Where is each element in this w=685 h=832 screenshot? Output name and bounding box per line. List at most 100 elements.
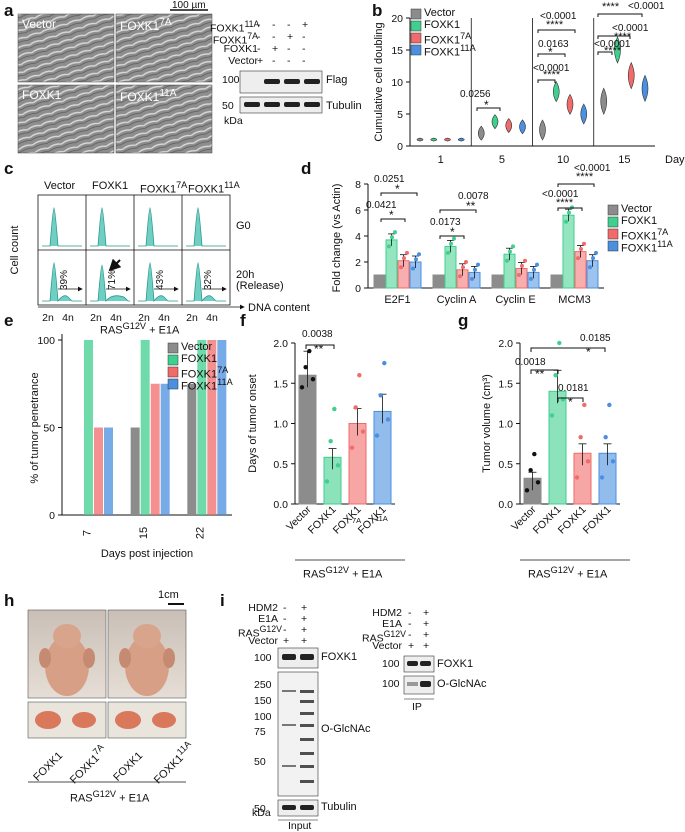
significance: * [395, 182, 400, 196]
condition-label: FOXK17A [212, 31, 258, 47]
histogram [186, 207, 226, 247]
significance-bracket [380, 192, 418, 196]
legend-swatch [410, 20, 422, 32]
blot-label: Tubulin [326, 100, 362, 112]
data-point [310, 377, 316, 382]
y-tick-label: 10 [391, 77, 403, 89]
legend-swatch [607, 204, 619, 216]
legend-swatch [607, 240, 619, 252]
condition-cell: - [302, 55, 306, 67]
y-tick-label: 0.5 [498, 459, 513, 471]
tick-4n: 4n [62, 312, 74, 324]
column-label: FOXK1 [92, 180, 129, 192]
data-point [532, 267, 536, 272]
violin-Vector [539, 119, 546, 141]
significance-bracket [557, 397, 584, 402]
data-point [578, 434, 583, 440]
violin-FOXK1 [614, 36, 621, 64]
panel-label-h: h [4, 591, 15, 610]
condition-cell: - [287, 55, 291, 67]
mouse-photos [27, 603, 187, 783]
condition-cell: + [302, 19, 309, 31]
significance-bracket [380, 218, 406, 222]
p-value: <0.0001 [540, 11, 577, 22]
bar-chart-d: 0 2 4 6 8 Fold change (vs Actin) E2F1 Cyclin A C… [331, 179, 619, 306]
data-point [520, 263, 524, 268]
violin-FOXK1 7A [444, 137, 451, 142]
arrow-annotation [108, 258, 122, 272]
condition-cell: - [257, 19, 261, 31]
significance: **** [604, 45, 622, 57]
blot-tubulin [277, 799, 319, 817]
condition-label: HDM2 [372, 607, 402, 619]
mouse-body [125, 636, 169, 696]
condition-cell: + [301, 613, 308, 625]
condition-cell: - [272, 31, 276, 43]
significance-bracket [537, 53, 566, 57]
significance-bracket [557, 183, 595, 187]
data-point [564, 219, 568, 224]
flow-histograms: Cell count DNA content 2n 4n 2n 4n 2n 4n 2n 4n [9, 194, 310, 324]
y-tick-label: 2 [355, 257, 361, 269]
data-point [473, 267, 477, 272]
data-point [335, 463, 341, 468]
data-point [588, 265, 592, 270]
p-value: <0.0001 [594, 39, 631, 50]
legend-swatch [167, 366, 179, 378]
micrograph-3 [115, 84, 213, 154]
significance-bracket [530, 347, 606, 352]
violin-FOXK1 [491, 114, 499, 130]
legend-swatch [410, 32, 422, 44]
tick-4n: 4n [158, 312, 170, 324]
p-value: <0.0001 [574, 163, 611, 174]
band [304, 102, 320, 107]
data-point [458, 274, 462, 279]
significance: ** [535, 367, 545, 381]
legend-entry: FOXK1 [181, 353, 218, 365]
significance-bracket [305, 344, 335, 349]
tick-2n: 2n [42, 312, 54, 324]
data-point [399, 265, 403, 270]
x-axis-label: Days post injection [101, 548, 193, 560]
y-tick-label: 2.0 [498, 338, 513, 350]
condition-cell: + [272, 43, 279, 55]
condition-label: E1A [258, 613, 278, 625]
bar-Vector-E2F1 [373, 274, 386, 289]
kda-label: kDa [252, 807, 271, 819]
legend-entry: FOXK111A [621, 239, 673, 255]
data-point [535, 480, 541, 485]
condition-cell: - [257, 43, 261, 55]
significance: **** [543, 69, 561, 81]
condition-label: E1A [382, 618, 402, 630]
y-axis-label: Days of tumor onset [247, 374, 259, 472]
data-point [591, 256, 595, 261]
data-point [524, 488, 530, 493]
condition-cell: + [301, 624, 308, 636]
ip-label: IP [412, 701, 422, 713]
column-label: Vector [44, 180, 76, 192]
violin-FOXK1 7A [627, 61, 635, 90]
significance: * [548, 45, 553, 59]
violin-FOXK1 7A [505, 118, 513, 133]
data-point [517, 273, 521, 277]
condition-cell: - [283, 602, 287, 614]
y-axis-label: Tumor volume (cm³) [481, 374, 493, 473]
p-value: <0.0001 [542, 189, 579, 200]
x-tick-label: 1 [438, 154, 444, 166]
significance: **** [602, 1, 620, 13]
western-blot [239, 70, 323, 114]
bar-FOXK1 7A-15 [150, 383, 160, 515]
band [284, 102, 300, 107]
blot-label: O-GlcNAc [321, 723, 371, 735]
bar-FOXK1 11A-22 [217, 340, 227, 515]
x-tick-label: Cyclin A [437, 294, 477, 306]
p-value: 0.0256 [460, 89, 491, 100]
legend-swatch [607, 216, 619, 228]
significance: ** [466, 199, 476, 213]
bar-FOXK1-7 [84, 340, 93, 515]
significance: * [586, 345, 591, 359]
footer-label: RASG12V + E1A [303, 565, 383, 581]
band [264, 102, 280, 107]
condition-label: FOXK1 [223, 43, 258, 55]
